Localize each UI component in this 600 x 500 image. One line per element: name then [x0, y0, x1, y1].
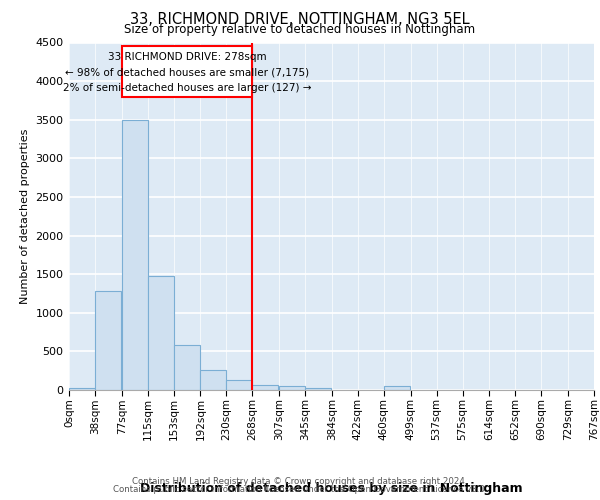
X-axis label: Distribution of detached houses by size in Nottingham: Distribution of detached houses by size … — [140, 482, 523, 495]
Bar — [279, 386, 305, 390]
Bar — [148, 276, 174, 390]
Bar — [384, 386, 410, 390]
Text: Contains public sector information licensed under the Open Government Licence v3: Contains public sector information licen… — [113, 484, 487, 494]
Text: Contains HM Land Registry data © Crown copyright and database right 2024.: Contains HM Land Registry data © Crown c… — [132, 477, 468, 486]
Bar — [174, 345, 200, 390]
Bar — [200, 370, 226, 390]
Bar — [122, 120, 148, 390]
Bar — [122, 46, 253, 96]
Y-axis label: Number of detached properties: Number of detached properties — [20, 128, 30, 304]
Text: 33 RICHMOND DRIVE: 278sqm: 33 RICHMOND DRIVE: 278sqm — [108, 52, 266, 62]
Text: Size of property relative to detached houses in Nottingham: Size of property relative to detached ho… — [124, 22, 476, 36]
Bar — [305, 388, 331, 390]
Bar — [69, 388, 95, 390]
Text: 2% of semi-detached houses are larger (127) →: 2% of semi-detached houses are larger (1… — [63, 82, 311, 92]
Bar — [253, 384, 278, 390]
Bar — [95, 291, 121, 390]
Text: ← 98% of detached houses are smaller (7,175): ← 98% of detached houses are smaller (7,… — [65, 68, 309, 78]
Bar — [226, 380, 253, 390]
Text: 33, RICHMOND DRIVE, NOTTINGHAM, NG3 5EL: 33, RICHMOND DRIVE, NOTTINGHAM, NG3 5EL — [130, 12, 470, 28]
